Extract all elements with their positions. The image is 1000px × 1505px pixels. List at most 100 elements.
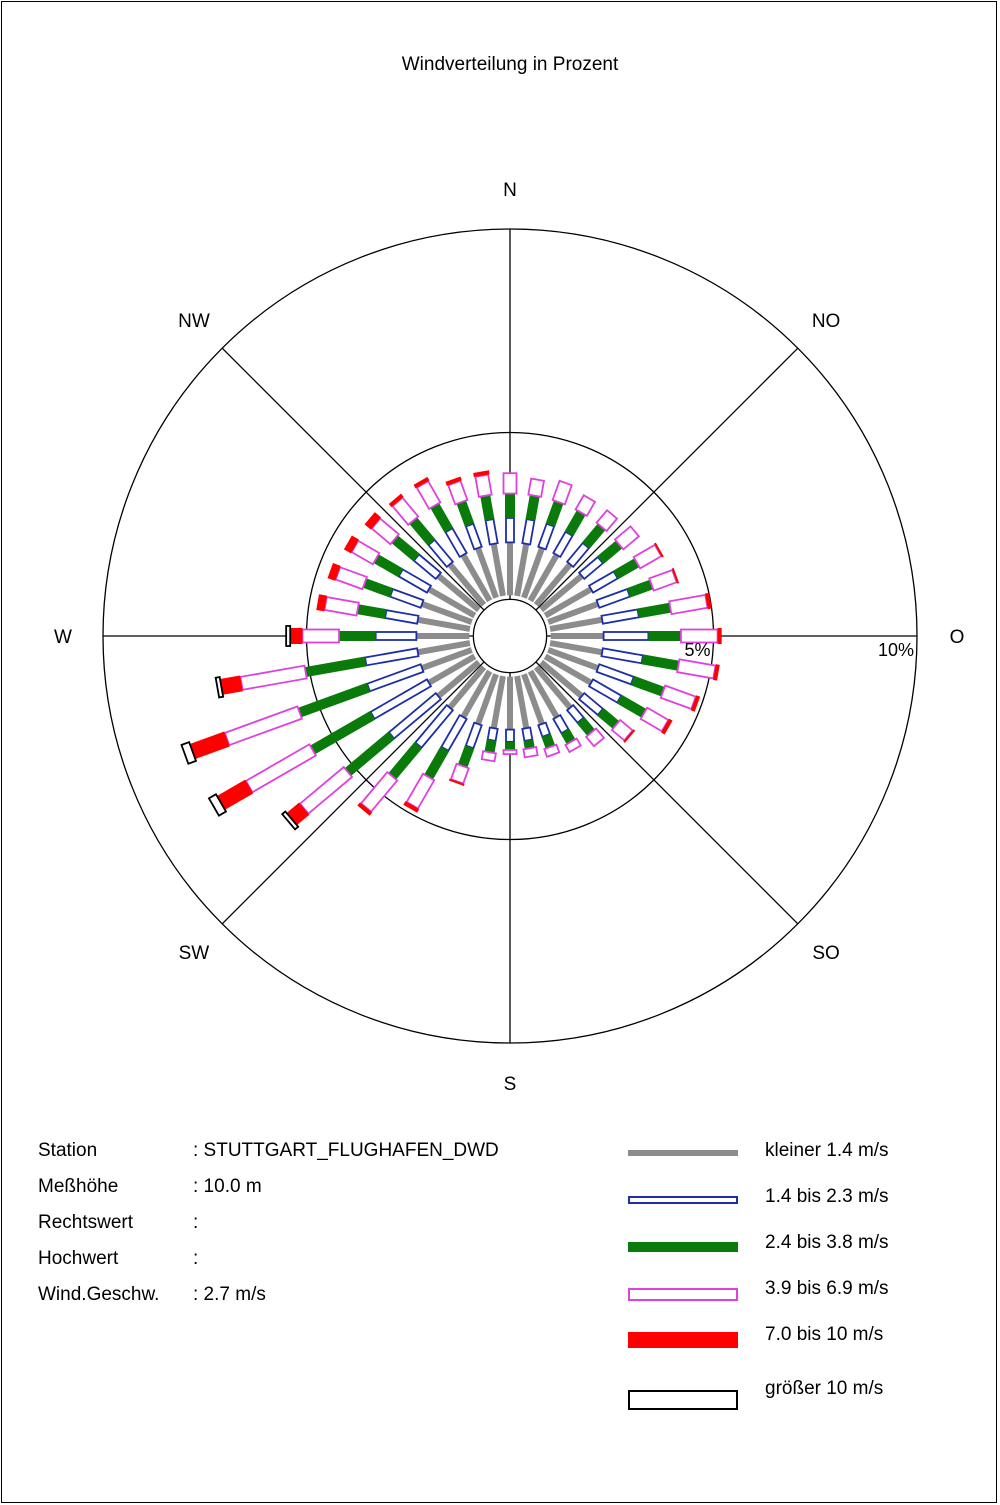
bar-sector-320-class-3 [409,517,436,546]
bar-sector-310-class-2 [412,553,443,581]
bar-sector-100-class-3 [641,654,680,671]
bar-sector-130-class-2 [577,691,605,717]
bar-sector-0-class-2 [505,517,515,544]
ring-label-10-percent: 10% [878,640,914,660]
bar-sector-310-class-3 [391,535,420,562]
direction-label-so: SO [812,943,839,964]
bar-sector-300-class-2 [397,568,433,594]
direction-label-no: NO [812,311,841,332]
bar-sector-260-class-4 [239,664,308,691]
direction-label-nw: NW [178,311,210,332]
bar-sector-160-class-4 [543,743,561,758]
bar-sector-350-class-3 [480,494,495,521]
bar-sector-130-class-1 [539,659,584,699]
bar-sector-320-class-1 [447,562,487,607]
info-key-rechtswert: Rechtswert [38,1212,134,1233]
bar-sector-250-class-1 [421,647,473,671]
bar-sector-260-class-5 [220,675,243,695]
bar-sector-120-class-4 [639,706,670,733]
bar-sector-260-class-2 [363,647,420,667]
bar-sector-230-class-6 [280,810,300,831]
bar-sector-180-class-2 [505,728,515,743]
direction-label-sw: SW [179,943,210,964]
bar-sector-10-class-4 [527,477,546,498]
legend-swatch-class-5 [628,1332,738,1348]
bar-sector-10-class-1 [514,543,530,597]
bar-sector-270-class-2 [374,631,418,641]
bar-sector-290-class-4 [334,566,369,591]
bar-sector-70-class-5 [671,567,680,584]
bar-sector-120-class-1 [543,653,593,686]
legend-label-class-1: kleiner 1.4 m/s [765,1140,889,1161]
bar-sector-30-class-4 [574,494,597,518]
bar-sector-210-class-5 [403,801,420,813]
bar-sector-240-class-5 [216,779,254,810]
bar-sector-330-class-3 [430,503,454,533]
bar-sector-290-class-2 [388,587,425,609]
bar-sector-350-class-2 [484,518,499,546]
bar-sector-230-class-1 [436,659,481,699]
info-key-hochwert: Hochwert [38,1248,119,1269]
legend-label-class-6: größer 10 m/s [765,1378,884,1399]
bar-sector-130-class-3 [597,708,620,729]
bar-sector-180-class-1 [507,676,513,730]
bar-sector-280-class-3 [356,604,387,620]
bar-sector-320-class-5 [388,493,404,508]
legend-label-class-3: 2.4 bis 3.8 m/s [765,1232,889,1253]
bar-sector-20-class-1 [521,547,545,599]
bar-sector-220-class-3 [388,741,423,780]
bar-sector-340-class-2 [464,522,483,551]
bar-sector-150-class-1 [527,669,560,719]
bar-sector-180-class-3 [505,741,515,750]
bar-sector-300-class-1 [427,586,477,619]
bar-sector-30-class-3 [564,510,586,537]
chart-title: Windverteilung in Prozent [402,54,619,75]
bar-sector-70-class-4 [648,568,678,592]
bar-sector-200-class-2 [464,721,483,750]
direction-label-w: W [54,627,72,648]
bar-sector-190-class-2 [486,726,499,742]
bar-sector-90-class-1 [550,633,604,639]
bar-sector-240-class-4 [244,743,318,794]
bar-sector-320-class-2 [427,538,455,569]
bar-sector-220-class-1 [447,665,487,710]
spoke-so [509,635,799,925]
bar-sector-190-class-3 [484,739,497,754]
bar-sector-350-class-1 [490,543,506,597]
bar-sector-140-class-4 [584,727,606,748]
bar-sector-10-class-2 [521,518,536,546]
bar-sector-20-class-4 [551,479,573,506]
bar-sector-210-class-3 [424,746,450,780]
bar-sector-180-class-4 [502,749,518,755]
bar-sector-140-class-2 [565,703,585,725]
spoke-no [509,347,799,637]
bar-sector-100-class-1 [549,640,603,656]
bar-sector-170-class-4 [522,746,539,759]
bar-sector-170-class-1 [514,675,530,729]
spoke-nw [221,347,511,637]
info-value-wind-speed: : 2.7 m/s [193,1284,266,1305]
bar-sector-350-class-4 [474,473,493,498]
direction-label-n: N [503,180,517,201]
bar-sector-160-class-3 [541,733,556,749]
bar-sector-40-class-1 [533,562,573,607]
bar-sector-240-class-1 [427,653,477,686]
bar-sector-340-class-3 [456,500,475,527]
bar-sector-80-class-3 [637,602,672,619]
wind-rose-chart: Windverteilung in Prozent 5% 10% N NO O SO S SW W… [54,54,964,1095]
bar-sector-60-class-3 [613,558,640,580]
bar-sector-100-class-5 [713,664,720,681]
bar-sector-30-class-2 [552,530,574,559]
bar-sector-340-class-1 [475,547,499,599]
bar-sector-250-class-5 [189,731,230,760]
bar-sector-150-class-4 [564,737,582,754]
bar-sector-300-class-5 [343,535,359,554]
bar-sector-170-class-2 [521,726,534,742]
bar-sector-260-class-6 [214,675,225,699]
bar-sector-0-class-1 [507,542,513,596]
bar-sector-140-class-3 [576,716,595,736]
bar-sector-110-class-1 [547,647,599,671]
bar-sector-60-class-1 [543,586,593,619]
legend-swatch-class-1 [628,1150,738,1156]
bar-sector-0-class-4 [502,472,518,495]
